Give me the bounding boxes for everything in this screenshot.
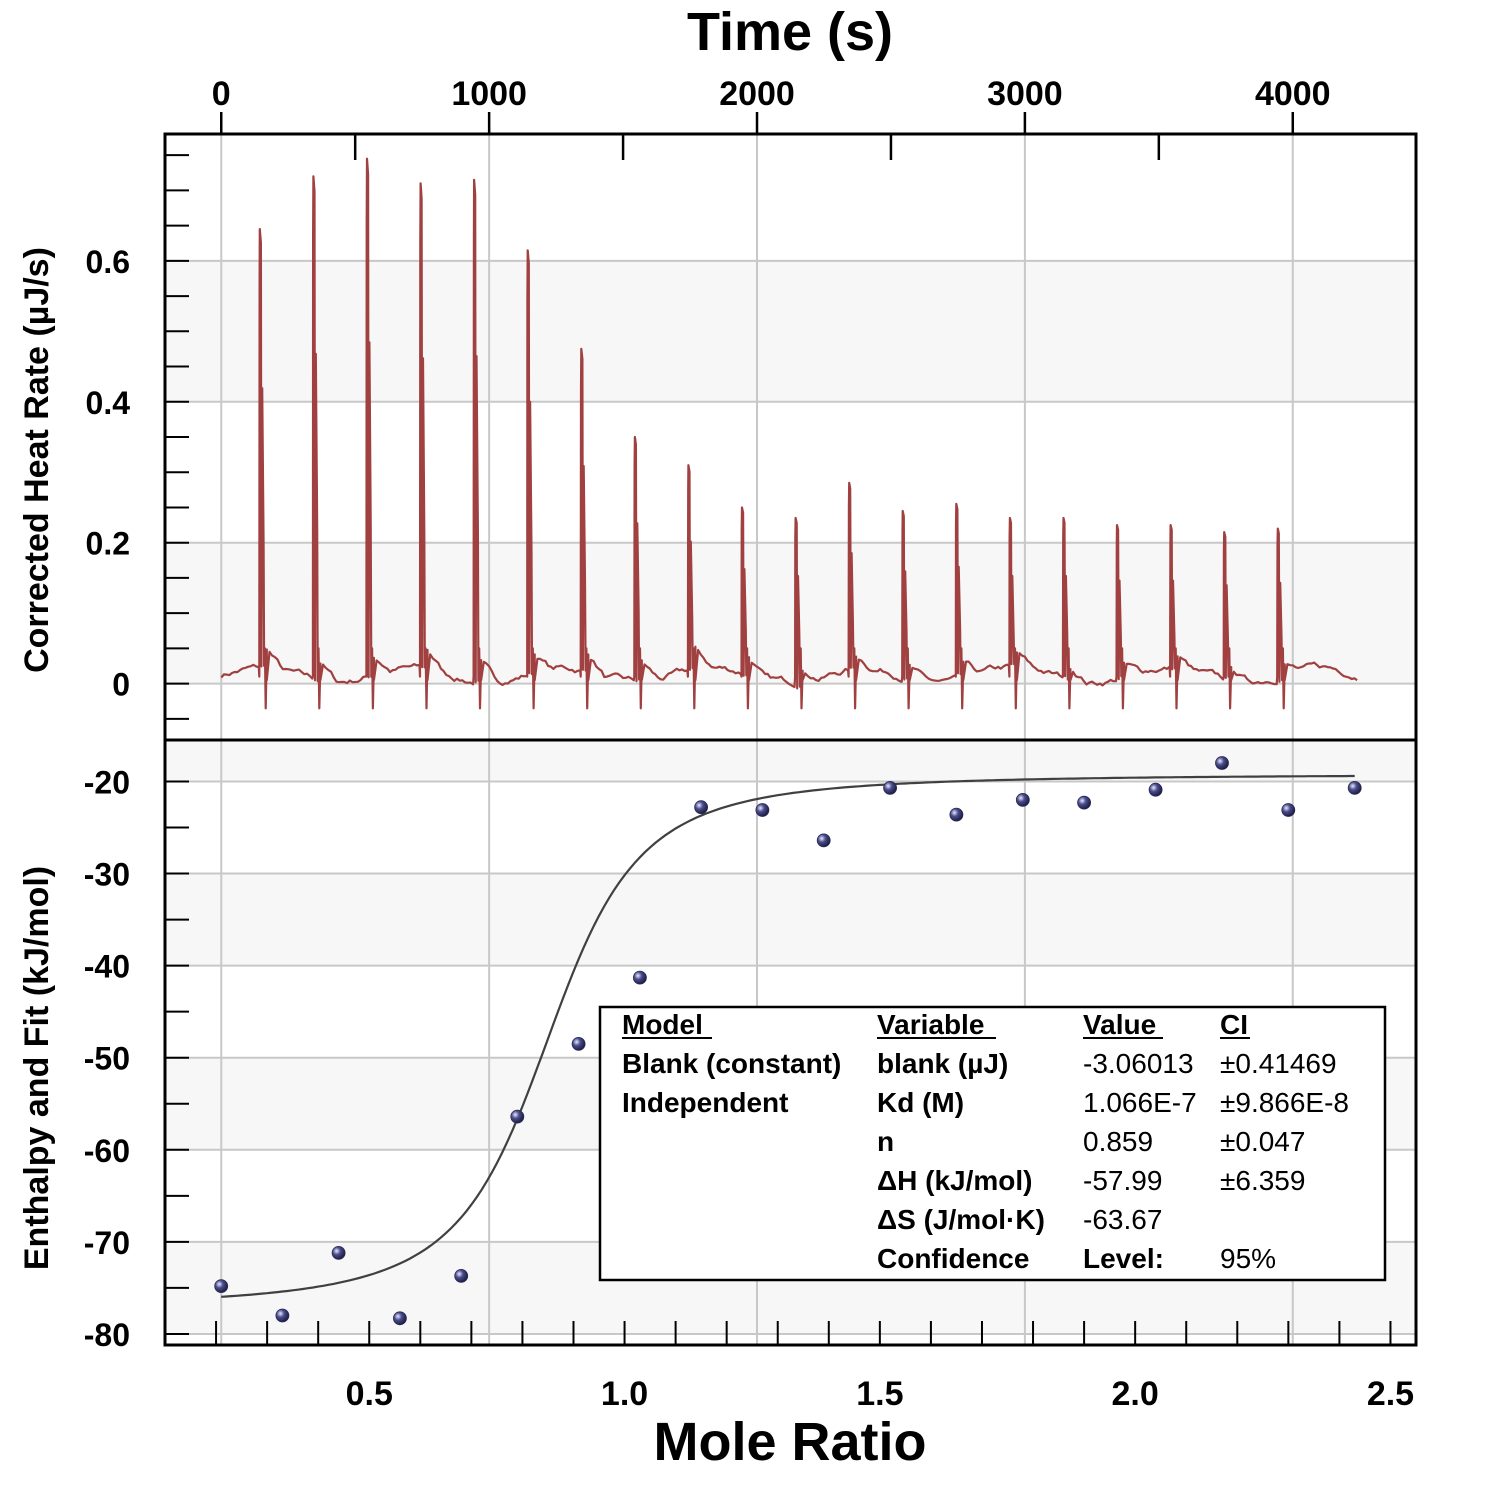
table-cell: Kd (M): [877, 1087, 964, 1118]
mole-ratio-tick-label: 2.5: [1367, 1375, 1414, 1413]
enthalpy-tick-label: -50: [84, 1041, 130, 1077]
enthalpy-data-point: [392, 1311, 407, 1326]
table-cell: ΔH (kJ/mol): [877, 1165, 1032, 1196]
mole-ratio-tick-label: 1.5: [856, 1375, 903, 1413]
table-cell: ±0.047: [1220, 1126, 1305, 1157]
enthalpy-data-point: [275, 1308, 290, 1323]
isotherm-band: [165, 740, 1416, 782]
top-axis-title: Time (s): [687, 2, 893, 62]
enthalpy-data-point: [1077, 795, 1091, 810]
time-tick-label: 0: [212, 75, 231, 113]
table-cell: Confidence: [877, 1243, 1029, 1274]
fit-curve: [221, 774, 1355, 1298]
table-cell: -63.67: [1083, 1204, 1162, 1235]
enthalpy-data-point: [1015, 793, 1030, 807]
mole-ratio-tick-label: 1.0: [601, 1375, 648, 1413]
enthalpy-data-point: [1215, 756, 1229, 770]
table-header-value: Value: [1083, 1009, 1156, 1040]
table-header-ci: CI: [1220, 1009, 1248, 1040]
enthalpy-data-point: [694, 800, 708, 815]
table-cell: ΔS (J/mol·K): [877, 1204, 1045, 1235]
enthalpy-tick-label: -70: [84, 1225, 130, 1261]
time-tick-label: 4000: [1255, 75, 1331, 113]
enthalpy-data-point: [1148, 782, 1163, 797]
table-cell: n: [877, 1126, 894, 1157]
enthalpy-tick-label: -60: [84, 1133, 130, 1169]
table-cell: Blank (constant): [622, 1048, 841, 1079]
enthalpy-data-point: [633, 970, 647, 985]
enthalpy-data-point: [755, 803, 770, 817]
table-cell: ±9.866E-8: [1220, 1087, 1349, 1118]
time-tick-label: 1000: [451, 75, 527, 113]
table-header-model: Model: [622, 1009, 703, 1040]
enthalpy-tick-label: -40: [84, 949, 130, 985]
enthalpy-data-point: [454, 1269, 469, 1283]
enthalpy-data-point: [1281, 803, 1296, 817]
table-cell: blank (µJ): [877, 1048, 1008, 1079]
heat-rate-tick-label: 0.2: [86, 526, 130, 562]
thermogram-band: [165, 260, 1416, 402]
enthalpy-data-point: [883, 781, 897, 795]
table-cell: ±6.359: [1220, 1165, 1305, 1196]
table-cell: -57.99: [1083, 1165, 1162, 1196]
mole-ratio-tick-label: 2.0: [1112, 1375, 1159, 1413]
table-cell: Independent: [622, 1087, 788, 1118]
table-cell: -3.06013: [1083, 1048, 1194, 1079]
table-header-variable: Variable: [877, 1009, 984, 1040]
mole-ratio-tick-label: 0.5: [346, 1375, 393, 1413]
heat-rate-tick-label: 0: [112, 667, 130, 703]
enthalpy-data-point: [949, 807, 964, 822]
time-tick-label: 3000: [987, 75, 1063, 113]
fit-results-table: Model Variable Value CI Blank (constant)…: [598, 1005, 1387, 1282]
enthalpy-data-point: [510, 1109, 525, 1124]
enthalpy-data-point: [1347, 781, 1362, 795]
fit-table-frame: [598, 1005, 1387, 1282]
enthalpy-tick-label: -30: [84, 857, 130, 893]
enthalpy-data-point: [571, 1037, 586, 1051]
table-cell: 0.859: [1083, 1126, 1153, 1157]
enthalpy-tick-label: -20: [84, 764, 130, 800]
table-cell: Level:: [1083, 1243, 1164, 1274]
heat-rate-tick-label: 0.6: [86, 244, 130, 280]
table-cell: 1.066E-7: [1083, 1087, 1197, 1118]
thermogram-y-axis-title: Corrected Heat Rate (µJ/s): [18, 247, 56, 673]
isotherm-band: [165, 873, 1416, 966]
isotherm-y-axis-title: Enthalpy and Fit (kJ/mol): [18, 866, 56, 1270]
enthalpy-data-point: [331, 1246, 346, 1260]
enthalpy-data-point: [214, 1279, 229, 1293]
time-tick-label: 2000: [719, 75, 795, 113]
table-cell: ±0.41469: [1220, 1048, 1337, 1079]
table-cell: 95%: [1220, 1243, 1276, 1274]
heat-rate-tick-label: 0.4: [86, 385, 131, 421]
enthalpy-tick-label: -80: [84, 1317, 130, 1353]
bottom-axis-title: Mole Ratio: [653, 1412, 926, 1472]
heat-rate-trace: [220, 157, 1358, 710]
enthalpy-data-point: [816, 833, 831, 848]
